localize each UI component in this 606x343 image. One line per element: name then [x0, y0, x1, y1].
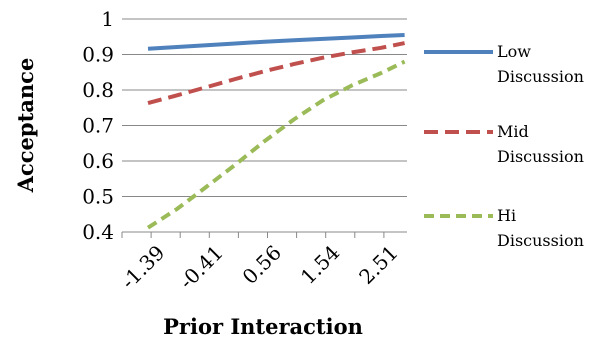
y-tick-label: 0.5 [82, 185, 114, 209]
legend-label: Discussion [497, 147, 584, 166]
series-line [147, 33, 405, 51]
x-axis-title: Prior Interaction [163, 314, 363, 339]
y-tick-label: 1 [101, 7, 114, 31]
legend-label: Discussion [497, 231, 584, 250]
y-tick-label: 0.9 [82, 43, 114, 67]
series-lines [146, 33, 406, 230]
y-tick-label: 0.8 [82, 78, 114, 102]
series-line [147, 41, 405, 106]
y-axis-title: Acceptance [13, 58, 38, 194]
series-line [146, 59, 406, 230]
legend-label: Mid [497, 122, 529, 141]
x-tick-label: -0.41 [174, 240, 227, 293]
x-tick-label: -1.39 [116, 240, 169, 293]
x-axis-tick-labels: -1.39 -0.41 0.56 1.54 2.51 [116, 240, 402, 293]
y-axis-tick-labels: 0.4 0.5 0.6 0.7 0.8 0.9 1 [82, 7, 114, 244]
legend-label: Hi [497, 206, 516, 225]
x-tick-label: 2.51 [354, 240, 402, 288]
x-tick-label: 0.56 [238, 240, 286, 288]
y-tick-label: 0.4 [82, 220, 114, 244]
legend-label: Low [497, 42, 531, 61]
gridlines [121, 18, 407, 238]
legend-label: Discussion [497, 67, 584, 86]
x-tick-label: 1.54 [296, 240, 344, 288]
y-tick-label: 0.7 [82, 114, 114, 138]
y-tick-label: 0.6 [82, 149, 114, 173]
legend: Low Discussion Mid Discussion Hi Discussion [424, 42, 584, 250]
